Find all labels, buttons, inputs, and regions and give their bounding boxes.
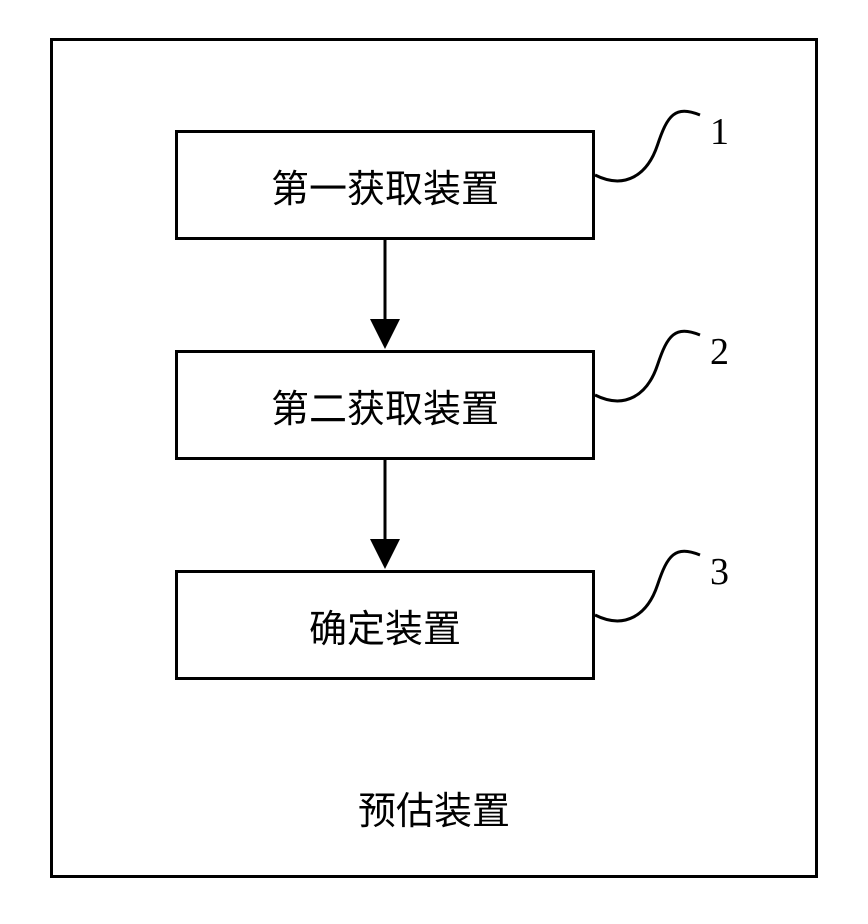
callout-number-3: 3	[710, 550, 729, 594]
node-label-2: 第二获取装置	[271, 378, 499, 433]
node-label-1: 第一获取装置	[271, 158, 499, 213]
callout-number-1: 1	[710, 110, 729, 154]
node-label-3: 确定装置	[309, 598, 461, 653]
callout-number-2: 2	[710, 330, 729, 374]
node-box-1: 第一获取装置	[175, 130, 595, 240]
node-box-2: 第二获取装置	[175, 350, 595, 460]
node-box-3: 确定装置	[175, 570, 595, 680]
container-title: 预估装置	[358, 780, 510, 835]
